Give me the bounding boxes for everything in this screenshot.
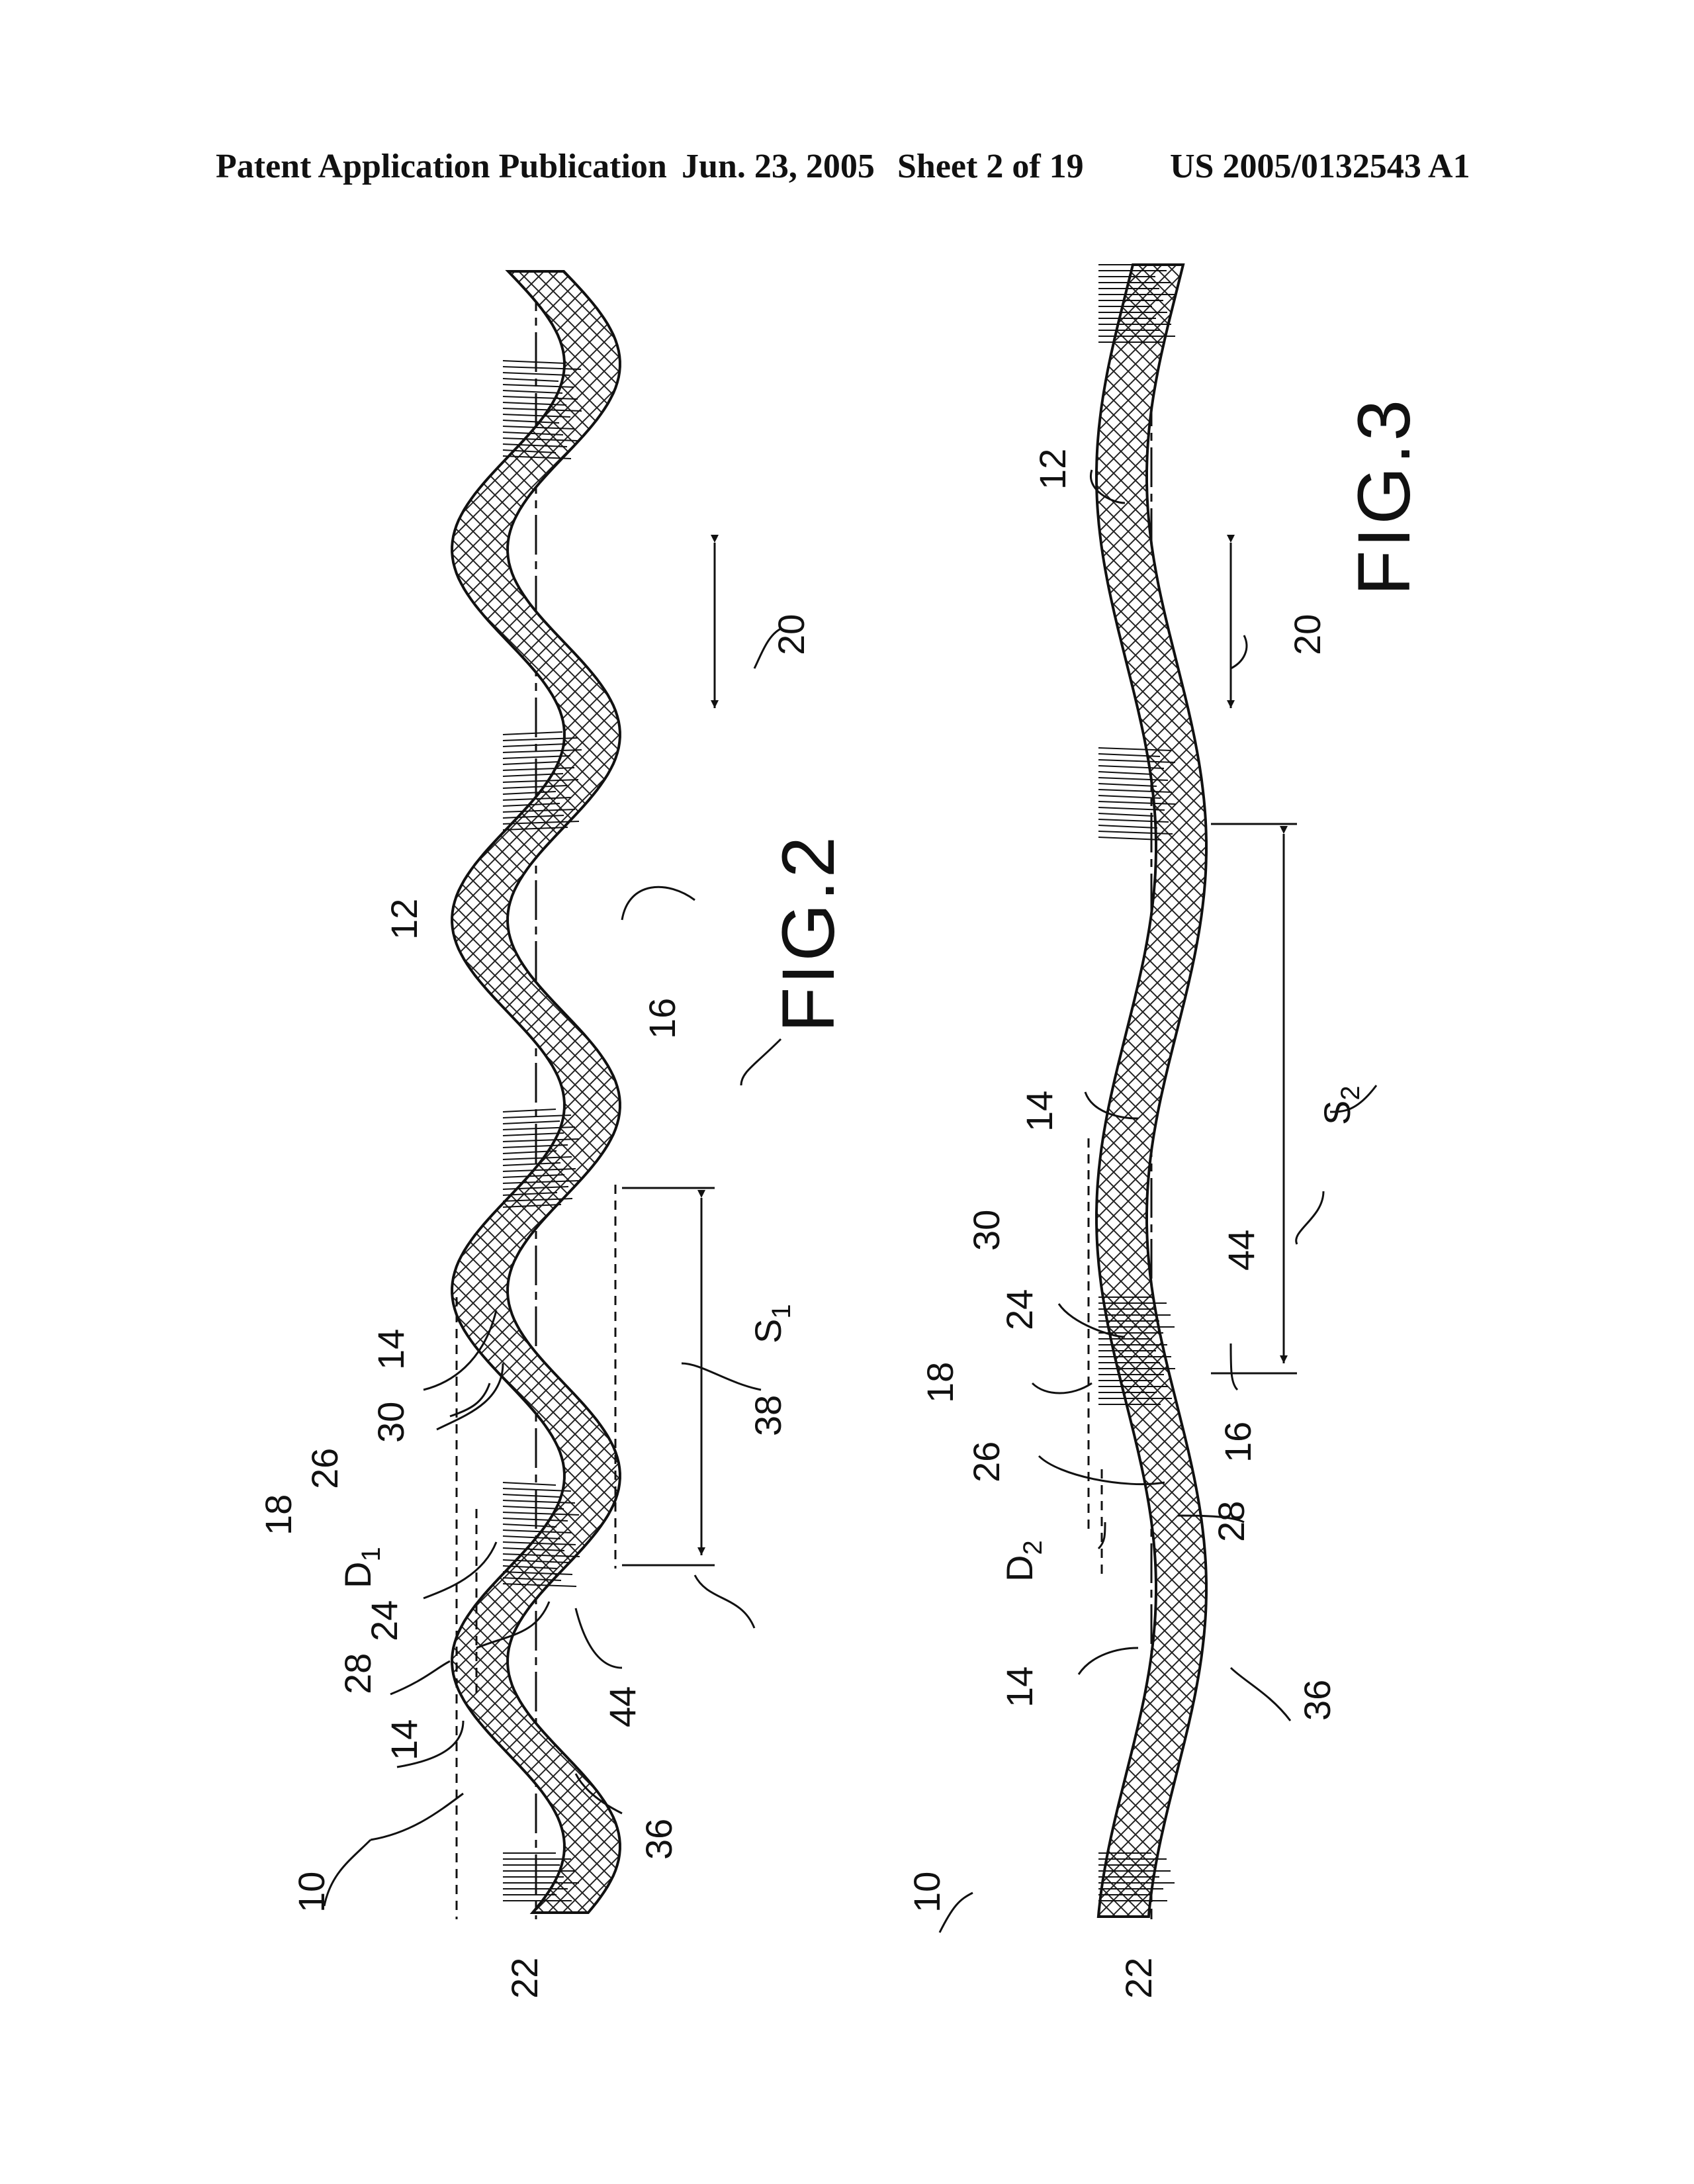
fig2-label-30: 30	[370, 1402, 412, 1443]
fig3-label-20: 20	[1286, 614, 1328, 655]
fringe-fiber	[1098, 813, 1153, 816]
fringe-fiber	[503, 1494, 560, 1497]
fig2-label-18: 18	[257, 1494, 299, 1535]
fig3-title: FIG.3	[1343, 397, 1425, 596]
fringe-fiber	[503, 373, 570, 375]
fig3-dimension-s2	[1211, 824, 1297, 1373]
fringe-fiber	[503, 361, 566, 363]
fringe-fiber	[503, 1109, 556, 1112]
fig3-label-44: 44	[1220, 1230, 1262, 1271]
fig2-dimension-s1	[622, 1188, 715, 1565]
fringe-fiber	[503, 379, 558, 381]
fig3-label-28: 28	[1210, 1501, 1252, 1542]
fringe-fiber	[503, 1482, 556, 1485]
fringe-fiber	[503, 390, 562, 393]
figure-2: 22 10 14 28 24 44 36 D1 18 26 30 14 38 S…	[257, 271, 850, 1999]
fig3-label-12: 12	[1032, 449, 1073, 490]
fig2-label-44: 44	[602, 1686, 643, 1727]
fig2-label-12: 12	[383, 899, 425, 940]
fig3-label-14a: 14	[999, 1666, 1040, 1707]
fig2-label-16: 16	[641, 998, 683, 1039]
fig3-label-14b: 14	[1018, 1091, 1060, 1132]
fringe-fiber	[1098, 825, 1157, 828]
fig2-label-10: 10	[290, 1872, 332, 1913]
fig3-label-16: 16	[1217, 1422, 1259, 1463]
fringe-fiber	[503, 744, 566, 747]
fringe-fiber	[1098, 772, 1153, 774]
fig2-title: FIG.2	[767, 834, 850, 1032]
fringe-fiber	[1098, 784, 1157, 786]
fringe-fiber	[503, 1506, 564, 1509]
fig3-label-22: 22	[1118, 1958, 1159, 1999]
fig2-label-24: 24	[363, 1600, 405, 1641]
figure-3: 22 10 14 D2 36 28 26 18 16 24 44 30 14 S…	[906, 265, 1425, 1999]
fig2-label-D1: D1	[337, 1547, 386, 1588]
fig2-label-20: 20	[770, 614, 812, 655]
fig3-label-24: 24	[999, 1289, 1040, 1330]
fig3-label-26: 26	[965, 1441, 1007, 1482]
fringe-fiber	[503, 1133, 564, 1136]
fringe-fiber	[503, 732, 562, 735]
fig2-label-S1: S1	[747, 1304, 796, 1343]
fig2-label-26: 26	[304, 1448, 345, 1489]
fig2-label-14b: 14	[370, 1329, 412, 1370]
fig3-label-36: 36	[1296, 1680, 1338, 1721]
fringe-fiber	[503, 1121, 560, 1124]
fig3-label-D2: D2	[999, 1540, 1048, 1582]
fringe-fiber	[503, 762, 559, 764]
fig2-label-22: 22	[504, 1958, 545, 1999]
fig3-label-S2: S2	[1316, 1085, 1365, 1125]
fig2-label-14a: 14	[383, 1719, 425, 1760]
fringe-fiber	[1098, 796, 1161, 798]
fig3-label-30: 30	[965, 1210, 1007, 1251]
fig3-label-10: 10	[906, 1872, 948, 1913]
fig2-label-36: 36	[638, 1819, 680, 1860]
fig2-label-28: 28	[337, 1653, 379, 1694]
fig2-label-38: 38	[747, 1395, 789, 1436]
fig3-label-18: 18	[919, 1362, 961, 1403]
